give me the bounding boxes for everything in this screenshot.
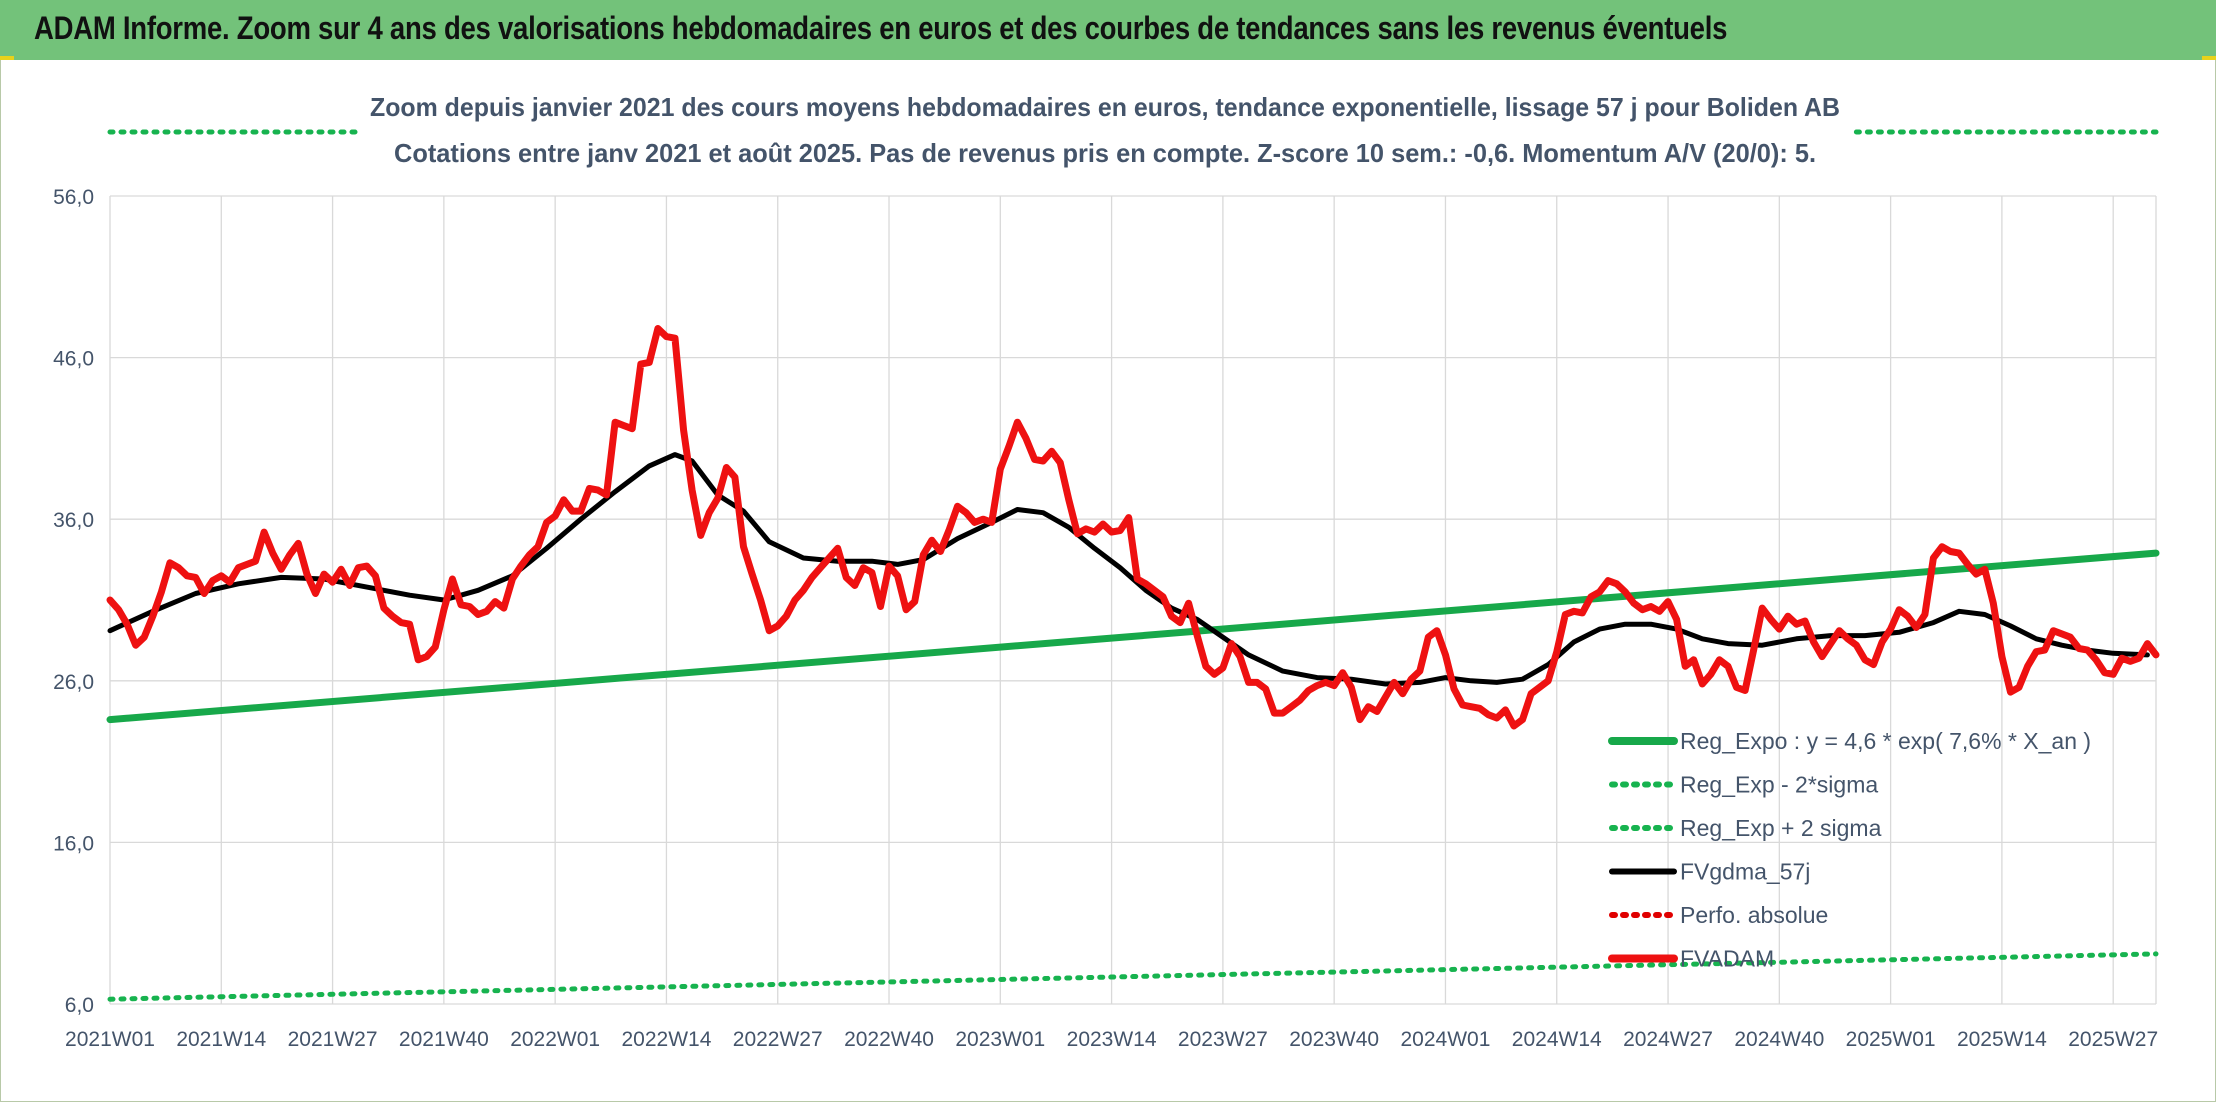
legend-label: Reg_Exp + 2 sigma (1680, 815, 1882, 841)
x-tick-label: 2021W01 (65, 1028, 155, 1051)
header-title: ADAM Informe. Zoom sur 4 ans des valoris… (34, 10, 1728, 46)
chart-title: Zoom depuis janvier 2021 des cours moyen… (370, 92, 1840, 122)
gridlines (109, 195, 2157, 1005)
x-tick-label: 2023W14 (1067, 1028, 1157, 1051)
series-reg-expo-y-4-6-exp-7-6-x-an (106, 549, 2160, 724)
x-tick-label: 2025W27 (2068, 1028, 2158, 1051)
legend-label: Reg_Expo : y = 4,6 * exp( 7,6% * X_an ) (1680, 728, 2091, 754)
x-tick-label: 2023W40 (1289, 1028, 1379, 1051)
y-tick-label: 6,0 (65, 994, 94, 1017)
x-tick-label: 2021W40 (399, 1028, 489, 1051)
header-bar: ADAM Informe. Zoom sur 4 ans des valoris… (0, 0, 2216, 60)
x-tick-label: 2023W01 (955, 1028, 1045, 1051)
y-tick-label: 16,0 (53, 832, 94, 855)
chart-subtitle: Cotations entre janv 2021 et août 2025. … (394, 138, 1816, 168)
legend-label: Reg_Exp - 2*sigma (1680, 772, 1878, 798)
x-tick-label: 2025W01 (1846, 1028, 1936, 1051)
x-tick-label: 2024W14 (1512, 1028, 1602, 1051)
y-tick-label: 56,0 (53, 186, 94, 209)
legend: Reg_Expo : y = 4,6 * exp( 7,6% * X_an ) R… (1608, 728, 2091, 972)
y-tick-label: 36,0 (53, 509, 94, 532)
y-axis-ticks: 6,0 16,0 26,0 36,0 46,0 56,0 (53, 186, 94, 1017)
series (106, 129, 2160, 1002)
y-tick-label: 26,0 (53, 671, 94, 694)
x-tick-label: 2024W40 (1734, 1028, 1824, 1051)
legend-label: FVgdma_57j (1680, 859, 1810, 885)
legend-label: FVADAM (1680, 946, 1774, 972)
legend-label: Perfo. absolue (1680, 902, 1828, 928)
x-tick-label: 2022W27 (733, 1028, 823, 1051)
x-tick-label: 2025W14 (1957, 1028, 2047, 1051)
x-tick-label: 2022W14 (621, 1028, 711, 1051)
x-tick-label: 2021W27 (288, 1028, 378, 1051)
series-reg-exp-2-sigma (107, 951, 2159, 1002)
series-fvadam (106, 325, 2160, 730)
x-axis-ticks: 2021W01 2021W14 2021W27 2021W40 2022W01 2022W… (65, 1028, 2158, 1051)
x-tick-label: 2023W27 (1178, 1028, 1268, 1051)
x-tick-label: 2024W01 (1401, 1028, 1491, 1051)
x-tick-label: 2021W14 (176, 1028, 266, 1051)
x-tick-label: 2022W40 (844, 1028, 934, 1051)
y-tick-label: 46,0 (53, 348, 94, 371)
x-tick-label: 2024W27 (1623, 1028, 1713, 1051)
x-tick-label: 2022W01 (510, 1028, 600, 1051)
